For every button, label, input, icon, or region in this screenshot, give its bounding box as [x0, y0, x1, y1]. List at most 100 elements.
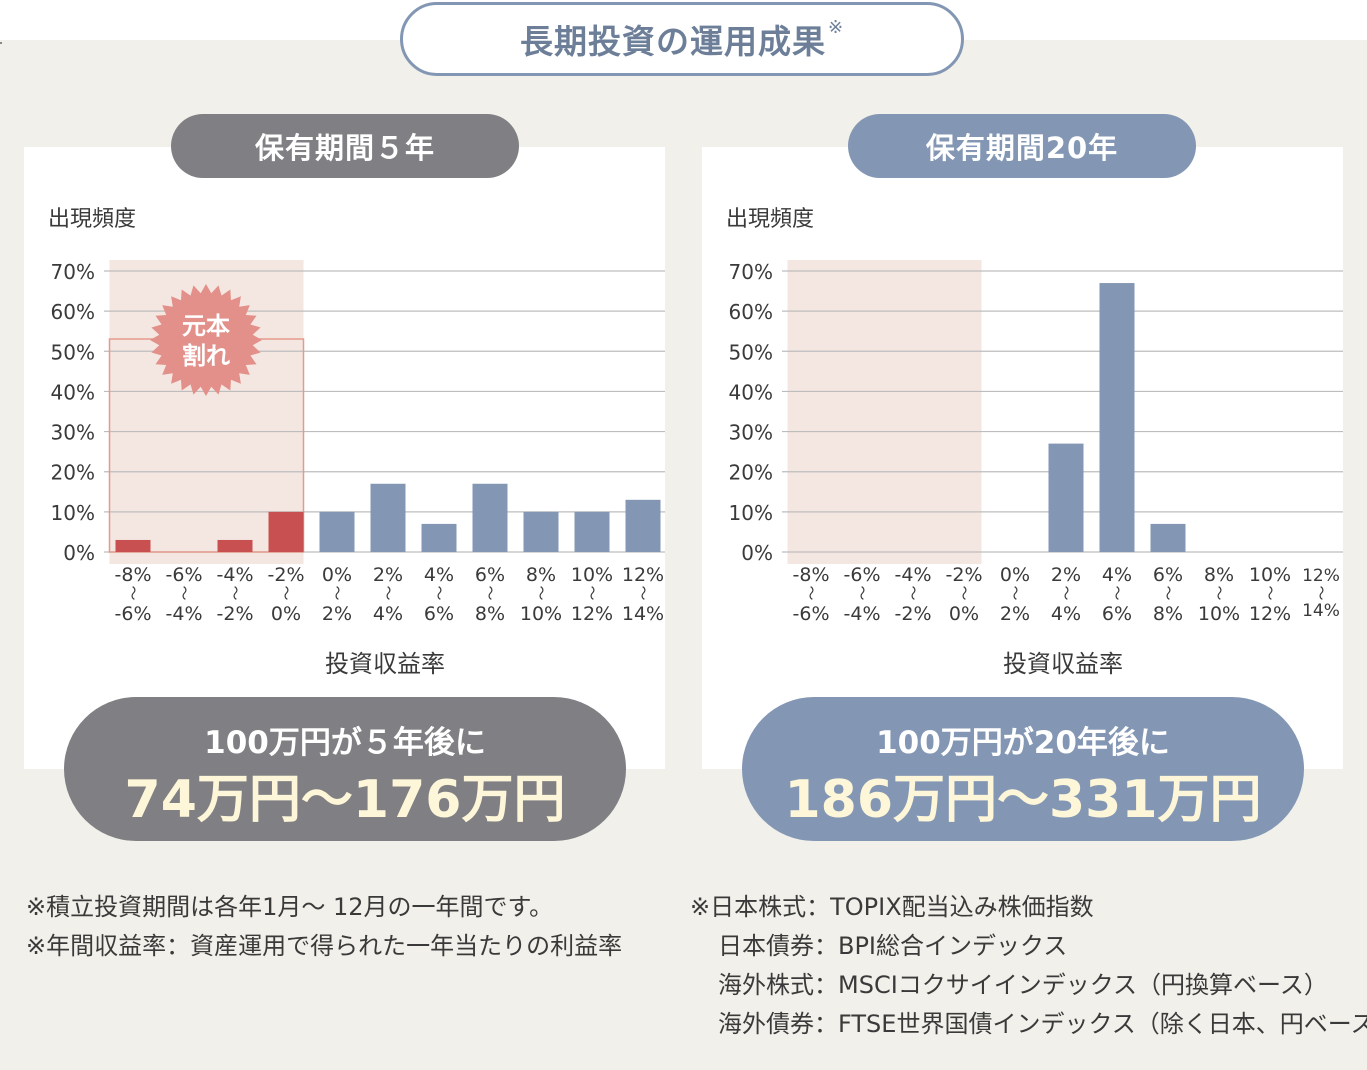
bar-5y-7 [472, 483, 508, 552]
main-title: 長期投資の運用成果 ※ [400, 2, 964, 76]
x-tick-label-mid-20y: 〜 [1261, 585, 1279, 600]
x-tick-label-top-5y: 10% [571, 564, 613, 586]
x-tick-label-mid-20y: 〜 [904, 585, 922, 600]
loss-burst-label-line2: 割れ [182, 342, 230, 370]
x-tick-label-mid-5y: 〜 [328, 585, 346, 600]
x-tick-label-bottom-5y: 14% [622, 603, 664, 625]
x-tick-label-mid-20y: 〜 [853, 585, 871, 600]
x-tick-label-bottom-5y: -4% [166, 603, 203, 625]
bar-5y-10 [625, 499, 661, 552]
x-tick-label-mid-20y: 〜 [1159, 585, 1177, 600]
loss-burst-badge [150, 284, 262, 396]
x-tick-label-top-20y: 4% [1102, 564, 1132, 586]
y-tick-label-5y: 10% [51, 501, 95, 525]
y-tick-label-20y: 30% [729, 421, 773, 445]
title-footnote-mark: ※ [827, 16, 845, 38]
x-tick-label-bottom-20y: 14% [1302, 601, 1340, 621]
result-5y-caption: 100万円が５年後に [204, 725, 486, 761]
result-20y-caption: 100万円が20年後に [876, 725, 1170, 761]
x-tick-label-bottom-5y: -6% [115, 603, 152, 625]
y-tick-label-20y: 20% [729, 461, 773, 485]
notes-right: ※日本株式：TOPIX配当込み株価指数 日本債券：BPI総合インデックス 海外株… [690, 888, 1367, 1044]
loss-zone-20y [787, 260, 982, 564]
x-tick-label-bottom-5y: 8% [475, 603, 505, 625]
x-tick-label-bottom-20y: 10% [1198, 603, 1240, 625]
bar-5y-5 [370, 483, 406, 552]
x-tick-label-top-20y: 12% [1302, 566, 1340, 586]
y-tick-label-5y: 70% [51, 260, 95, 284]
x-axis-label-20y: 投資収益率 [1003, 650, 1123, 678]
y-axis-label-20y: 出現頻度 [726, 207, 814, 232]
x-tick-label-bottom-20y: 6% [1102, 603, 1132, 625]
x-tick-label-mid-5y: 〜 [226, 585, 244, 600]
x-tick-label-top-5y: 2% [373, 564, 403, 586]
x-tick-label-mid-20y: 〜 [1108, 585, 1126, 600]
result-20y-range: 186万円〜331万円 [784, 770, 1262, 830]
loss-burst-label-line1: 元本 [182, 312, 230, 340]
x-tick-label-top-5y: -4% [217, 564, 254, 586]
x-tick-label-top-20y: 10% [1249, 564, 1291, 586]
x-tick-label-mid-5y: 〜 [532, 585, 550, 600]
x-tick-label-mid-5y: 〜 [634, 585, 652, 600]
main-title-text: 長期投資の運用成果 [519, 22, 826, 61]
x-tick-label-bottom-20y: 0% [949, 603, 979, 625]
y-tick-label-20y: 50% [729, 340, 773, 364]
y-tick-label-5y: 0% [63, 541, 95, 565]
x-tick-label-mid-5y: 〜 [124, 585, 142, 600]
bar-20y-7 [1150, 523, 1186, 552]
y-tick-label-5y: 50% [51, 340, 95, 364]
x-tick-label-mid-5y: 〜 [175, 585, 193, 600]
y-tick-label-20y: 60% [729, 300, 773, 324]
x-tick-label-bottom-20y: 2% [1000, 603, 1030, 625]
x-tick-label-bottom-5y: 10% [520, 603, 562, 625]
x-tick-label-top-5y: 0% [322, 564, 352, 586]
y-tick-label-5y: 30% [51, 421, 95, 445]
x-tick-label-top-5y: 8% [526, 564, 556, 586]
bar-5y-2 [217, 539, 253, 552]
x-tick-label-top-5y: -6% [166, 564, 203, 586]
x-tick-label-top-20y: 0% [1000, 564, 1030, 586]
y-axis-label-5y: 出現頻度 [48, 207, 136, 232]
x-tick-label-mid-5y: 〜 [430, 585, 448, 600]
result-badge-5y: 100万円が５年後に 74万円〜176万円 [64, 697, 626, 841]
x-tick-label-mid-5y: 〜 [583, 585, 601, 600]
x-axis-label-5y: 投資収益率 [325, 650, 445, 678]
y-tick-label-20y: 0% [741, 541, 773, 565]
y-tick-label-20y: 40% [729, 380, 773, 404]
x-tick-label-bottom-5y: 2% [322, 603, 352, 625]
x-tick-label-top-20y: 8% [1204, 564, 1234, 586]
x-tick-label-top-20y: -6% [844, 564, 881, 586]
x-tick-label-mid-20y: 〜 [1057, 585, 1075, 600]
x-tick-label-bottom-5y: 4% [373, 603, 403, 625]
bar-20y-5 [1048, 443, 1084, 552]
result-5y-range: 74万円〜176万円 [124, 770, 566, 830]
x-tick-label-top-20y: 6% [1153, 564, 1183, 586]
x-tick-label-top-20y: 2% [1051, 564, 1081, 586]
x-tick-label-bottom-5y: 12% [571, 603, 613, 625]
x-tick-label-mid-20y: 〜 [1210, 585, 1228, 600]
x-tick-label-top-20y: -4% [895, 564, 932, 586]
x-tick-label-mid-20y: 〜 [1006, 585, 1024, 600]
y-tick-label-5y: 40% [51, 380, 95, 404]
x-tick-label-mid-5y: 〜 [277, 585, 295, 600]
x-tick-label-top-5y: -8% [115, 564, 152, 586]
edge-mark [0, 42, 2, 44]
note-foreign-bonds: 海外債券：FTSE世界国債インデックス（除く日本、円ベース） [718, 1010, 1367, 1038]
note-annual-return: ※年間収益率：資産運用で得られた一年当たりの利益率 [26, 932, 623, 960]
note-japan-bonds: 日本債券：BPI総合インデックス [718, 932, 1068, 960]
x-tick-label-bottom-20y: 4% [1051, 603, 1081, 625]
x-tick-label-top-20y: -8% [793, 564, 830, 586]
x-tick-label-top-5y: 4% [424, 564, 454, 586]
x-tick-label-bottom-5y: 6% [424, 603, 454, 625]
x-tick-label-top-5y: 6% [475, 564, 505, 586]
note-foreign-stocks: 海外株式：MSCIコクサイインデックス（円換算ベース） [718, 971, 1328, 999]
x-tick-label-bottom-20y: -4% [844, 603, 881, 625]
bar-5y-4 [319, 511, 355, 552]
x-tick-label-mid-5y: 〜 [379, 585, 397, 600]
y-tick-label-20y: 10% [729, 501, 773, 525]
notes-left: ※積立投資期間は各年1月〜 12月の一年間です。 ※年間収益率：資産運用で得られ… [26, 888, 676, 966]
y-tick-label-5y: 60% [51, 300, 95, 324]
x-tick-label-bottom-5y: 0% [271, 603, 301, 625]
x-tick-label-mid-20y: 〜 [802, 585, 820, 600]
